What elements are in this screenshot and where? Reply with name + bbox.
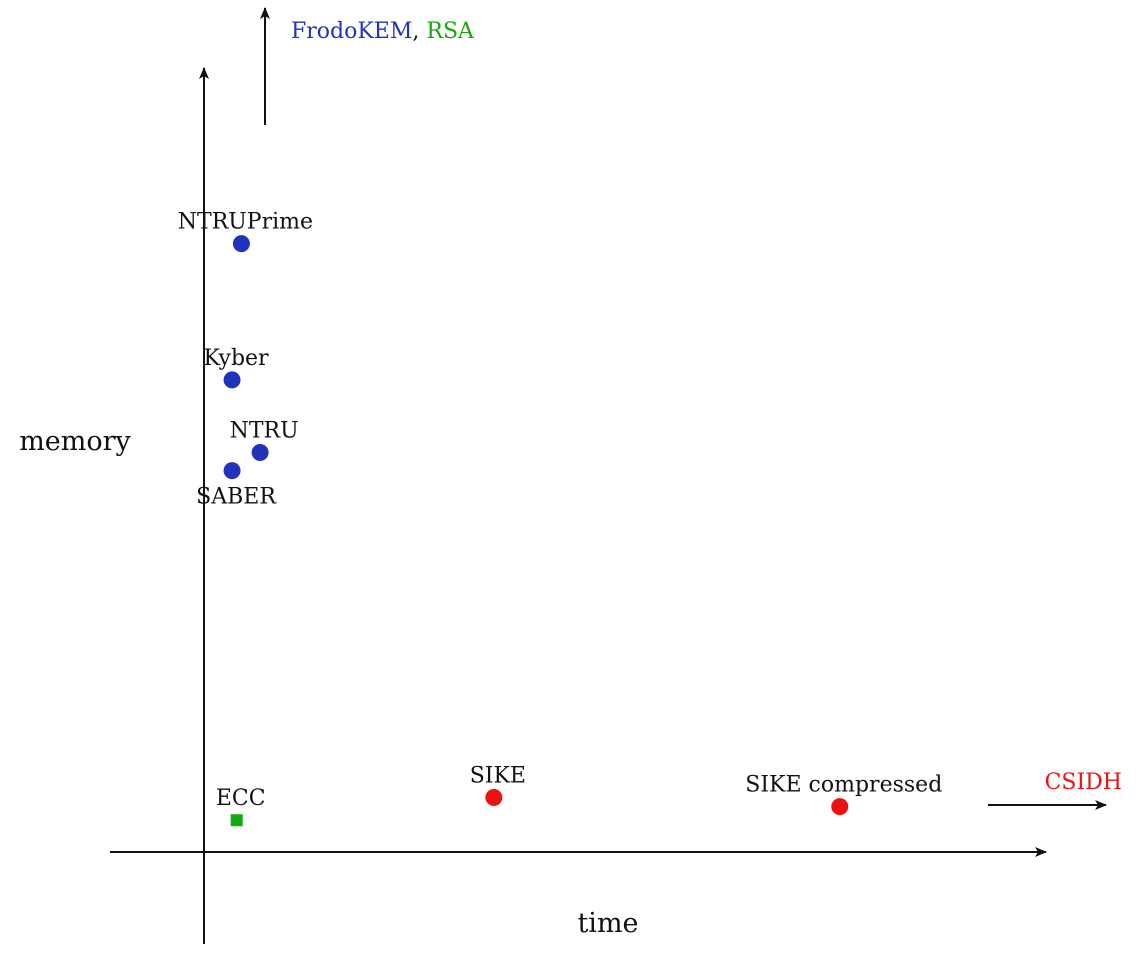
point-label-ntruprime: NTRUPrime: [178, 210, 313, 235]
offscale-up-label-0: FrodoKEM: [291, 19, 412, 44]
x-axis-title: time: [577, 908, 638, 939]
point-ntruprime: [232, 235, 250, 253]
point-sike: [485, 789, 503, 807]
data-points: NTRUPrime Kyber NTRU SABER ECC SIKE SIKE compr…: [178, 210, 942, 827]
point-ecc: [230, 814, 243, 827]
offscale-up-label: FrodoKEM, RSA: [291, 19, 475, 44]
y-axis-title: memory: [19, 426, 131, 457]
point-ntru: [251, 443, 269, 461]
point-label-sike: SIKE: [470, 764, 526, 789]
point-kyber: [223, 371, 241, 389]
point-label-ecc: ECC: [216, 786, 266, 811]
point-label-saber: SABER: [196, 485, 277, 510]
offscale-right-label-0: CSIDH: [1045, 770, 1122, 795]
point-sike-compressed: [831, 798, 849, 816]
point-saber: [223, 462, 241, 480]
offscale-right-label: CSIDH: [1045, 770, 1122, 795]
point-label-kyber: Kyber: [204, 346, 270, 371]
point-label-sike-compressed: SIKE compressed: [745, 773, 942, 798]
point-label-ntru: NTRU: [230, 418, 299, 443]
offscale-up-label-2: RSA: [426, 19, 475, 44]
offscale-up-label-1: ,: [412, 19, 426, 44]
